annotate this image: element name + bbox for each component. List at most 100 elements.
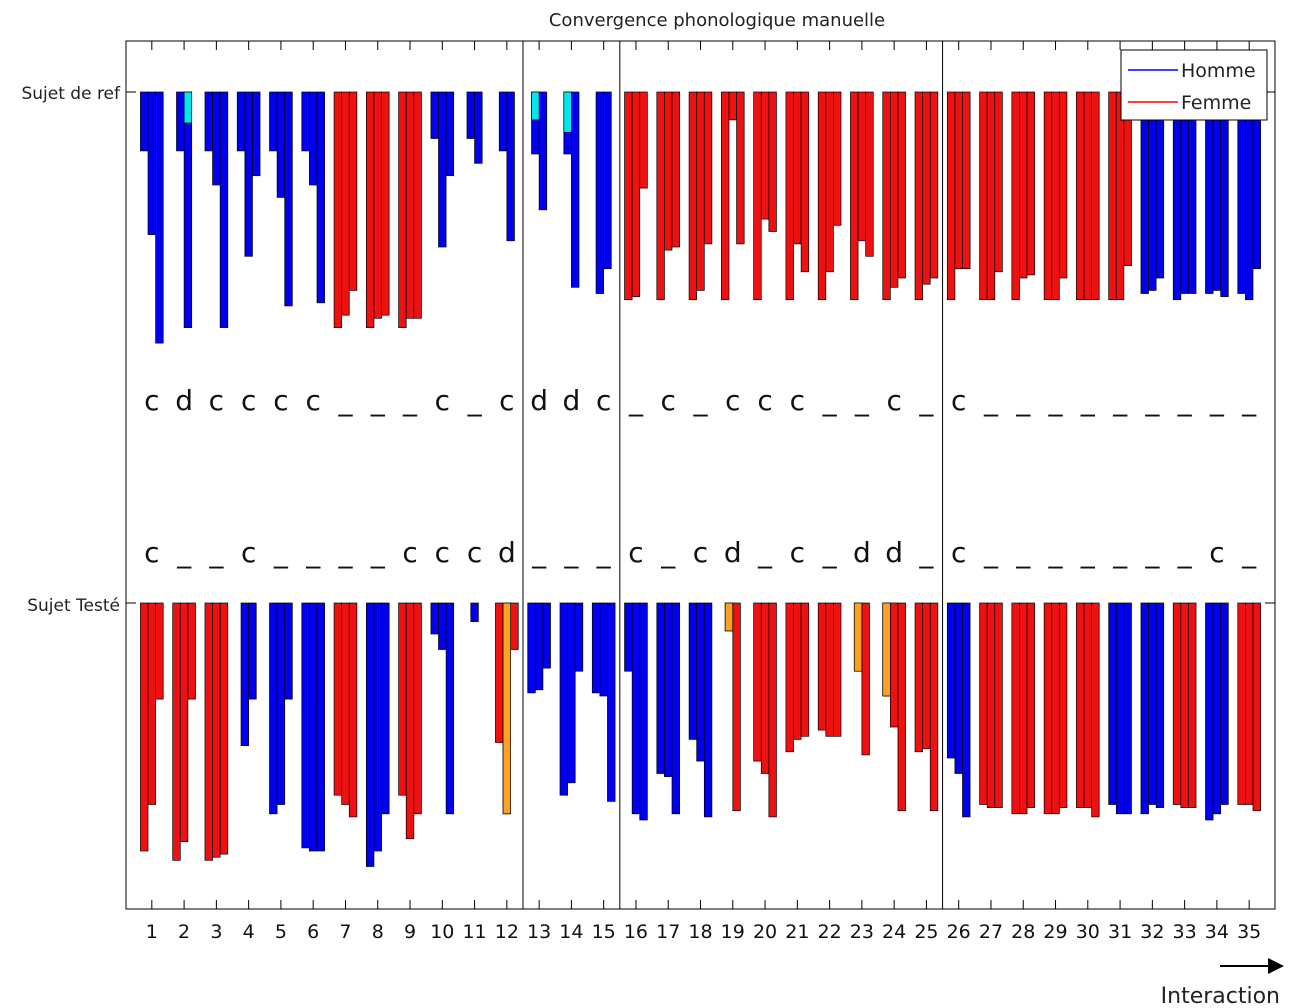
legend-label-femme: Femme: [1181, 92, 1251, 114]
test-bar-6-3: [316, 602, 325, 852]
test-marker-18: c: [693, 536, 708, 569]
ref-bar-26-2: [954, 91, 963, 270]
x-tick-label: 15: [592, 921, 616, 943]
test-bar-8-2: [373, 602, 382, 852]
x-tick-label: 5: [275, 921, 287, 943]
ref-marker-7: _: [337, 384, 353, 417]
test-bar-4-2: [248, 602, 257, 700]
test-bar-27-2: [986, 602, 996, 808]
x-tick-label: 13: [527, 921, 551, 943]
test-bar-4-1: [240, 602, 250, 746]
test-marker-10: c: [435, 536, 450, 569]
section-dividers: [522, 41, 944, 909]
ref-marker-9: _: [402, 384, 418, 417]
test-bar-30-2: [1083, 602, 1092, 808]
ref-bar-9-3: [413, 91, 422, 319]
x-tick-label: 4: [243, 921, 255, 943]
ref-bar-31-2: [1115, 91, 1125, 301]
ref-marker-2: d: [175, 384, 193, 417]
test-bar-34-1: [1205, 602, 1214, 821]
test-marker-13: _: [531, 536, 547, 569]
ref-bar-17-1: [656, 91, 665, 301]
ref-bar-22-2: [825, 91, 834, 273]
test-bar-12-1: [495, 602, 504, 743]
test-marker-23: d: [853, 536, 871, 569]
ref-bar-23-2: [857, 91, 867, 242]
x-tick-label: 30: [1076, 921, 1100, 943]
ref-bar-33-2: [1180, 91, 1189, 294]
ref-marker-21: c: [790, 384, 805, 417]
ref-bar-11-1: [466, 91, 475, 139]
ref-bar-12-1: [498, 91, 508, 152]
test-bar-13-3: [542, 602, 551, 669]
ref-marker-6: c: [305, 384, 320, 417]
ref-marker-5: c: [273, 384, 288, 417]
test-bar-28-3: [1026, 602, 1036, 808]
ref-bar-8-1: [366, 91, 375, 328]
test-marker-33: _: [1177, 536, 1193, 569]
x-tick-label: 20: [753, 921, 777, 943]
ref-bar-7-3: [348, 91, 358, 291]
x-tick-label: 26: [947, 921, 971, 943]
test-marker-27: _: [983, 536, 999, 569]
test-bar-5-3: [284, 602, 293, 700]
ref-marker-26: c: [951, 384, 966, 417]
ref-marker-13: d: [530, 384, 548, 417]
x-tick-label: 12: [495, 921, 519, 943]
x-tick-labels: 1 2 3 4 5 6 7 8 9 10 11 12 13 14 15 16 17 18 19 20 21 22 23 24 2…: [146, 921, 1262, 943]
test-marker-7: _: [337, 536, 353, 569]
ref-bar-16-3: [639, 91, 648, 189]
test-bar-26-1: [946, 602, 956, 759]
test-bar-5-1: [269, 602, 278, 815]
ref-bar-33-1: [1172, 91, 1182, 301]
ref-marker-24: c: [886, 384, 901, 417]
test-bar-14-3: [574, 602, 584, 672]
test-bar-25-1: [914, 602, 923, 753]
test-marker-35: _: [1241, 536, 1257, 569]
test-bar-21-1: [785, 602, 794, 753]
test-bar-7-1: [333, 602, 343, 796]
ref-marker-10: c: [435, 384, 450, 417]
test-bar-8-1: [366, 602, 375, 867]
test-bar-17-1: [656, 602, 665, 774]
test-marker-5: _: [273, 536, 289, 569]
ref-bar-23-3: [865, 91, 874, 257]
ref-bar-18-3: [703, 91, 713, 245]
test-marker-29: _: [1048, 536, 1064, 569]
test-marker-34: c: [1209, 536, 1224, 569]
x-tick-label: 25: [914, 921, 938, 943]
ref-bar-28-1: [1011, 91, 1020, 301]
ref-highlight-13: [531, 91, 540, 121]
test-highlight-19: [724, 602, 734, 632]
ref-bar-32-2: [1148, 91, 1157, 291]
test-bar-27-3: [994, 602, 1003, 808]
x-axis-label: Interaction: [1161, 984, 1280, 1008]
ref-bar-22-1: [817, 91, 827, 301]
ref-bar-28-3: [1026, 91, 1036, 276]
ref-bar-5-1: [269, 91, 278, 152]
ref-marker-30: _: [1080, 384, 1096, 417]
ref-bar-7-2: [341, 91, 350, 316]
x-axis-direction-arrow: [1220, 958, 1284, 974]
test-bar-33-1: [1172, 602, 1182, 805]
ref-marker-27: _: [983, 384, 999, 417]
test-marker-31: _: [1112, 536, 1128, 569]
test-bar-15-1: [591, 602, 601, 694]
ref-marker-23: _: [854, 384, 870, 417]
test-bar-9-3: [413, 602, 422, 815]
test-bar-2-3: [187, 602, 196, 700]
test-bar-6-1: [301, 602, 310, 849]
test-bar-20-2: [760, 602, 770, 774]
test-bar-13-2: [534, 602, 544, 691]
ref-marker-12: c: [499, 384, 514, 417]
ref-bar-18-1: [688, 91, 698, 301]
ref-bar-6-2: [309, 91, 318, 186]
test-bar-29-1: [1043, 602, 1053, 815]
x-tick-label: 35: [1237, 921, 1261, 943]
ref-bar-23-1: [850, 91, 859, 301]
chart-title: Convergence phonologique manuelle: [549, 10, 885, 31]
ref-bar-11-2: [474, 91, 483, 164]
test-bar-1-1: [140, 602, 149, 852]
ref-bar-4-1: [236, 91, 246, 152]
